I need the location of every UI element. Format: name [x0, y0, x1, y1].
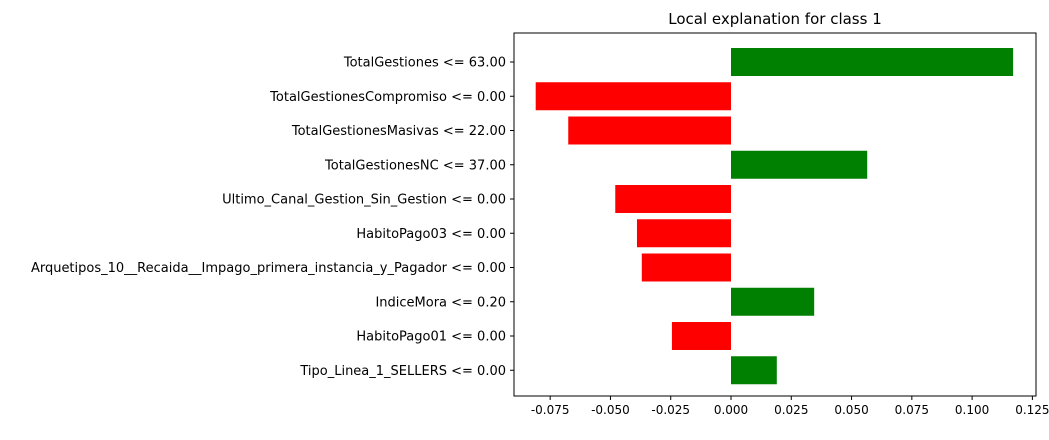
category-label-4: Ultimo_Canal_Gestion_Sin_Gestion <= 0.00 — [222, 193, 506, 208]
bars-layer — [535, 48, 1014, 385]
bar-7 — [731, 287, 815, 316]
category-label-1: TotalGestionesCompromiso <= 0.00 — [269, 90, 506, 105]
category-label-5: HabitoPago03 <= 0.00 — [356, 227, 506, 242]
category-labels: TotalGestiones <= 63.00 TotalGestionesCom… — [31, 56, 514, 379]
x-tick-label-4: 0.025 — [774, 403, 808, 417]
x-tick-label-0: -0.075 — [531, 403, 570, 417]
category-label-0: TotalGestiones <= 63.00 — [343, 56, 506, 71]
x-tick-label-1: -0.050 — [591, 403, 630, 417]
bar-2 — [568, 116, 731, 145]
x-tick-label-2: -0.025 — [651, 403, 690, 417]
bar-6 — [641, 253, 731, 282]
category-label-8: HabitoPago01 <= 0.00 — [356, 330, 506, 345]
x-tick-label-8: 0.125 — [1015, 403, 1049, 417]
x-tick-label-7: 0.100 — [955, 403, 989, 417]
bar-1 — [535, 82, 731, 111]
category-label-6: Arquetipos_10__Recaida__Impago_primera_i… — [31, 261, 506, 276]
category-label-9: Tipo_Linea_1_SELLERS <= 0.00 — [299, 364, 506, 379]
bar-5 — [636, 219, 731, 248]
x-axis-ticks: -0.075 -0.050 -0.025 0.000 0.025 0.050 0.075 0.… — [531, 396, 1049, 417]
x-tick-label-5: 0.050 — [834, 403, 868, 417]
category-label-2: TotalGestionesMasivas <= 22.00 — [291, 124, 506, 139]
bar-8 — [671, 322, 731, 350]
x-tick-label-6: 0.075 — [895, 403, 929, 417]
x-tick-label-3: 0.000 — [714, 403, 748, 417]
bar-9 — [731, 356, 777, 385]
bar-4 — [615, 185, 731, 213]
chart-title: Local explanation for class 1 — [668, 10, 882, 28]
plot-area-frame — [513, 32, 1037, 397]
bar-3 — [731, 150, 868, 179]
category-label-3: TotalGestionesNC <= 37.00 — [324, 158, 506, 173]
bar-0 — [731, 48, 1014, 76]
category-label-7: IndiceMora <= 0.20 — [375, 295, 506, 310]
